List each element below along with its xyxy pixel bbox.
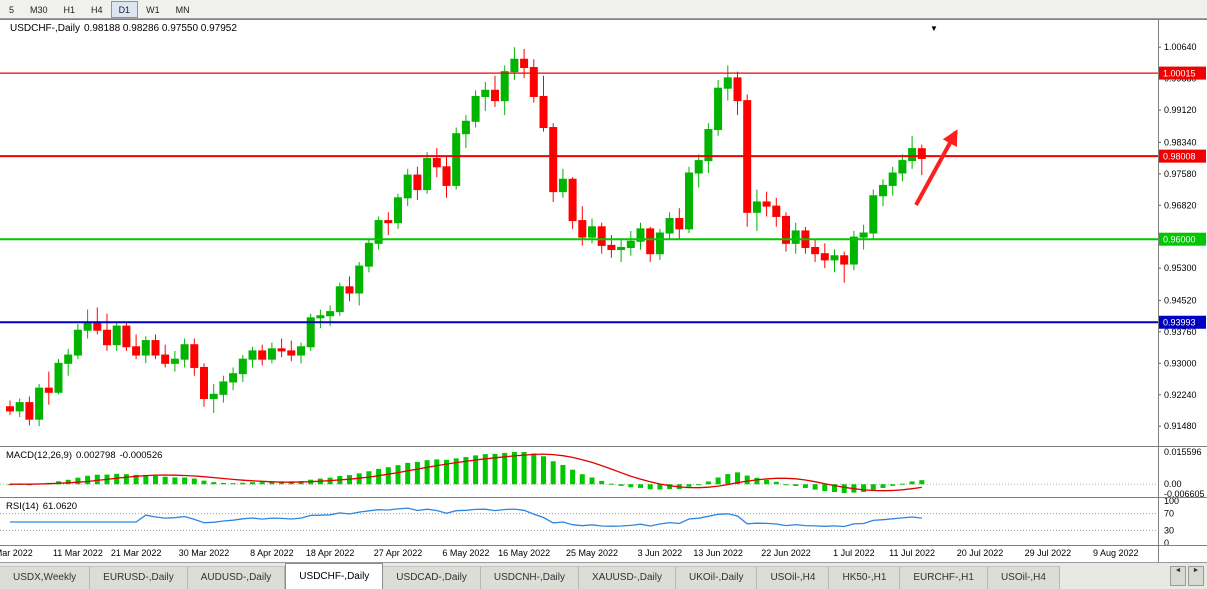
svg-text:0.96000: 0.96000 bbox=[1163, 235, 1196, 245]
svg-text:29 Jul 2022: 29 Jul 2022 bbox=[1025, 548, 1072, 558]
tabs-scroll-left-button[interactable]: ◄ bbox=[1170, 566, 1186, 586]
chart-tab-usdcad-daily[interactable]: USDCAD-,Daily bbox=[383, 566, 481, 589]
chart-symbol-label: USDCHF-,Daily bbox=[10, 23, 80, 34]
svg-text:11 Jul 2022: 11 Jul 2022 bbox=[889, 548, 935, 558]
chart-tab-ukoil-daily[interactable]: UKOil-,Daily bbox=[676, 566, 758, 589]
chart-tabs-bar: USDX,Weekly EURUSD-,Daily AUDUSD-,Daily USD… bbox=[0, 562, 1207, 589]
price-tag-0.98008: 0.98008 bbox=[1159, 149, 1206, 163]
chart-object-marker[interactable]: ▼ bbox=[930, 24, 938, 33]
svg-text:100: 100 bbox=[1164, 496, 1179, 506]
chart-tabs: USDX,Weekly EURUSD-,Daily AUDUSD-,Daily USD… bbox=[0, 563, 1167, 589]
tab-scrollers: ◄ ► bbox=[1167, 563, 1207, 589]
svg-text:0.98340: 0.98340 bbox=[1164, 137, 1197, 147]
chart-canvas[interactable]: 1.006400.998800.991200.983400.975800.968… bbox=[0, 19, 1207, 562]
timeframe-toolbar: 5 M30 H1 H4 D1 W1 MN bbox=[0, 0, 1207, 19]
rsi-value: 61.0620 bbox=[42, 501, 78, 512]
macd-signal-value: -0.000526 bbox=[119, 450, 163, 461]
rsi-name: RSI(14) bbox=[6, 501, 39, 512]
chart-title: USDCHF-,Daily 0.98188 0.98286 0.97550 0.9… bbox=[10, 23, 241, 34]
svg-text:13 Jun 2022: 13 Jun 2022 bbox=[693, 548, 743, 558]
svg-text:0.97580: 0.97580 bbox=[1164, 169, 1197, 179]
svg-text:22 Jun 2022: 22 Jun 2022 bbox=[761, 548, 811, 558]
svg-text:0.99120: 0.99120 bbox=[1164, 105, 1197, 115]
chart-tab-usdx-weekly[interactable]: USDX,Weekly bbox=[0, 566, 91, 589]
timeframe-button-w1[interactable]: W1 bbox=[146, 4, 160, 15]
svg-text:0.00: 0.00 bbox=[1164, 479, 1182, 489]
tabs-scroll-right-button[interactable]: ► bbox=[1188, 566, 1204, 586]
rsi-axis: 100 70 30 0 bbox=[1164, 496, 1179, 548]
chart-tab-usoil-h4[interactable]: USOil-,H4 bbox=[757, 566, 830, 589]
macd-axis: 0.015596 0.00-0.006605 bbox=[1164, 447, 1205, 499]
date-axis: 2 Mar 2022 11 Mar 2022 21 Mar 2022 30 Mar 2… bbox=[0, 548, 1139, 558]
svg-text:30: 30 bbox=[1164, 525, 1174, 535]
timeframe-button-d1[interactable]: D1 bbox=[110, 0, 139, 18]
svg-text:0.94520: 0.94520 bbox=[1164, 295, 1197, 305]
svg-text:16 May 2022: 16 May 2022 bbox=[498, 548, 550, 558]
svg-text:0.91480: 0.91480 bbox=[1164, 421, 1197, 431]
macd-main-value: 0.002798 bbox=[76, 450, 116, 461]
svg-text:0.98008: 0.98008 bbox=[1163, 152, 1196, 162]
chart-tab-usdchf-daily[interactable]: USDCHF-,Daily bbox=[285, 563, 384, 589]
svg-text:1.00015: 1.00015 bbox=[1163, 69, 1196, 79]
svg-text:20 Jul 2022: 20 Jul 2022 bbox=[957, 548, 1004, 558]
macd-signal-line bbox=[9, 453, 922, 492]
timeframe-button-h4[interactable]: H4 bbox=[91, 4, 103, 15]
macd-label: MACD(12,26,9) 0.002798 -0.000526 bbox=[6, 450, 166, 461]
chart-tab-eurusd-daily[interactable]: EURUSD-,Daily bbox=[90, 566, 188, 589]
price-tag-0.93993: 0.93993 bbox=[1159, 315, 1206, 329]
svg-text:9 Aug 2022: 9 Aug 2022 bbox=[1093, 548, 1139, 558]
svg-text:1 Jul 2022: 1 Jul 2022 bbox=[833, 548, 875, 558]
svg-text:-0.006605: -0.006605 bbox=[1164, 489, 1205, 499]
svg-text:0.92240: 0.92240 bbox=[1164, 390, 1197, 400]
svg-text:0.96820: 0.96820 bbox=[1164, 200, 1197, 210]
trend-arrow-annotation[interactable] bbox=[914, 129, 958, 206]
svg-text:11 Mar 2022: 11 Mar 2022 bbox=[53, 548, 103, 558]
chart-tab-usoil-h4[interactable]: USOil-,H4 bbox=[987, 566, 1060, 589]
svg-text:8 Apr 2022: 8 Apr 2022 bbox=[250, 548, 294, 558]
svg-text:6 May 2022: 6 May 2022 bbox=[442, 548, 489, 558]
svg-text:0.93993: 0.93993 bbox=[1163, 318, 1196, 328]
svg-text:25 May 2022: 25 May 2022 bbox=[566, 548, 618, 558]
timeframe-button-m30[interactable]: M30 bbox=[30, 4, 48, 15]
rsi-line bbox=[10, 507, 922, 528]
svg-text:0.93760: 0.93760 bbox=[1164, 327, 1197, 337]
svg-text:3 Jun 2022: 3 Jun 2022 bbox=[638, 548, 683, 558]
svg-text:30 Mar 2022: 30 Mar 2022 bbox=[179, 548, 230, 558]
macd-histogram bbox=[7, 452, 925, 493]
svg-text:18 Apr 2022: 18 Apr 2022 bbox=[306, 548, 355, 558]
svg-text:0.95300: 0.95300 bbox=[1164, 263, 1197, 273]
chart-ohlc-values: 0.98188 0.98286 0.97550 0.97952 bbox=[84, 23, 237, 34]
chart-tab-hk50-h1[interactable]: HK50-,H1 bbox=[829, 566, 901, 589]
svg-text:70: 70 bbox=[1164, 509, 1174, 519]
chart-tab-eurchf-h1[interactable]: EURCHF-,H1 bbox=[900, 566, 988, 589]
svg-text:21 Mar 2022: 21 Mar 2022 bbox=[111, 548, 162, 558]
price-tag-1.00015: 1.00015 bbox=[1159, 66, 1206, 80]
chart-tab-audusd-daily[interactable]: AUDUSD-,Daily bbox=[187, 566, 286, 589]
svg-text:0.015596: 0.015596 bbox=[1164, 447, 1202, 457]
macd-name: MACD(12,26,9) bbox=[6, 450, 72, 461]
price-tag-0.96000: 0.96000 bbox=[1159, 232, 1206, 246]
timeframe-button-h1[interactable]: H1 bbox=[63, 4, 76, 15]
svg-text:27 Apr 2022: 27 Apr 2022 bbox=[374, 548, 423, 558]
svg-text:1.00640: 1.00640 bbox=[1164, 42, 1197, 52]
chart-area[interactable]: 1.006400.998800.991200.983400.975800.968… bbox=[0, 19, 1207, 562]
candles-layer bbox=[6, 47, 926, 427]
chart-tab-xauusd-daily[interactable]: XAUUSD-,Daily bbox=[578, 566, 676, 589]
timeframe-button-mn[interactable]: MN bbox=[175, 4, 190, 15]
svg-text:0.93000: 0.93000 bbox=[1164, 358, 1197, 368]
svg-text:0: 0 bbox=[1164, 538, 1169, 548]
svg-text:2 Mar 2022: 2 Mar 2022 bbox=[0, 548, 33, 558]
timeframe-button-5[interactable]: 5 bbox=[9, 4, 15, 15]
chart-tab-usdcnh-daily[interactable]: USDCNH-,Daily bbox=[480, 566, 579, 589]
rsi-label: RSI(14) 61.0620 bbox=[6, 501, 81, 512]
